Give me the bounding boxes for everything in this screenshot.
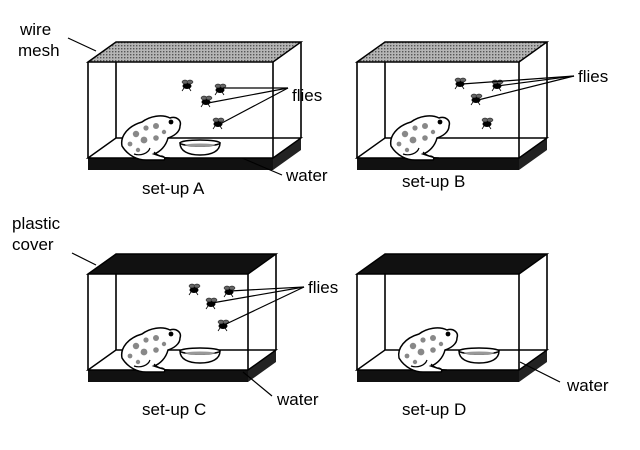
wire-mesh-lid-b: [354, 41, 550, 63]
plastic-cover-label-line2: cover: [12, 235, 54, 254]
setup-a: [85, 41, 304, 171]
flies-label-c: flies: [308, 278, 338, 297]
fly-icon-c4: [217, 319, 230, 332]
caption-setup-b: set-up B: [402, 172, 465, 191]
fly-icon-b4: [481, 117, 494, 130]
fly-icon-a3: [200, 95, 213, 108]
fly-icon-a1: [181, 79, 194, 92]
leader-lines: [67, 37, 575, 397]
flies-label-b: flies: [578, 67, 608, 86]
plastic-cover-lid-c: [85, 253, 279, 275]
water-dish-d: [458, 347, 500, 364]
fly-icon-c1: [188, 283, 201, 296]
wire-mesh-lid-a: [85, 41, 304, 63]
setup-d: [354, 253, 550, 382]
fly-icon-a4: [212, 117, 225, 130]
plastic-cover-lid-d: [354, 253, 550, 275]
fly-icon-a2: [214, 83, 227, 96]
water-label-a: water: [285, 166, 328, 185]
caption-setup-c: set-up C: [142, 400, 206, 419]
plastic-cover-label-line1: plastic: [12, 214, 61, 233]
water-label-d: water: [566, 376, 609, 395]
water-dish-c: [179, 347, 221, 364]
flies-label-a: flies: [292, 86, 322, 105]
fly-icon-c3: [205, 297, 218, 310]
wire-mesh-label-line2: mesh: [18, 41, 60, 60]
fly-icon-c2: [223, 285, 236, 298]
setup-c: [85, 253, 279, 382]
wire-mesh-label-line1: wire: [19, 20, 51, 39]
setup-b: [354, 41, 550, 170]
water-label-c: water: [276, 390, 319, 409]
water-dish-a: [179, 139, 221, 156]
caption-setup-a: set-up A: [142, 179, 205, 198]
caption-setup-d: set-up D: [402, 400, 466, 419]
